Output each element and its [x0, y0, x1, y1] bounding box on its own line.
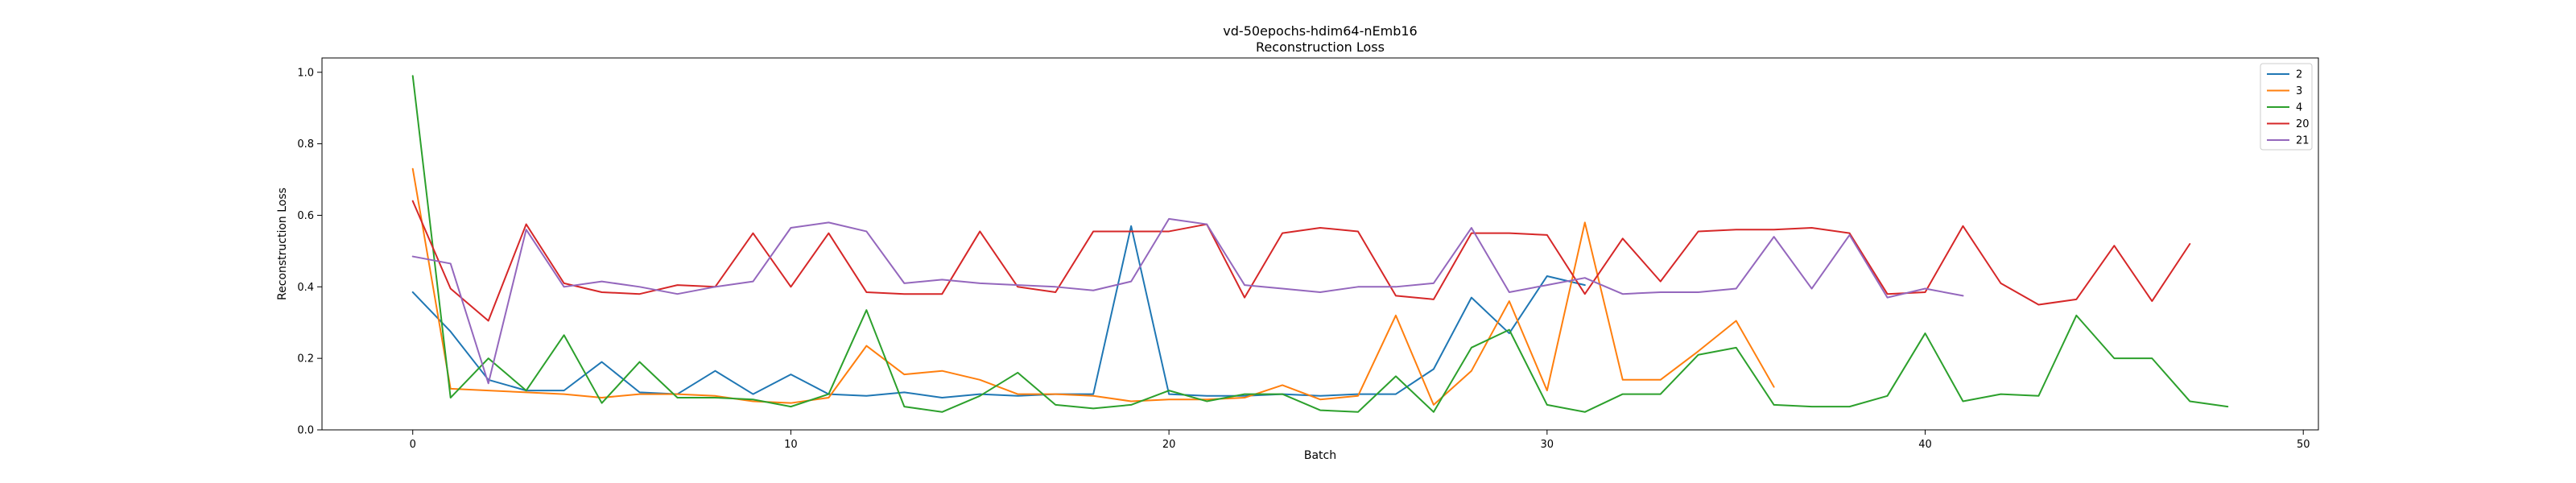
- series-layer: [411, 75, 2229, 413]
- legend-items: 2 3 4 20 21: [2267, 69, 2310, 147]
- plot-frame: [321, 57, 2319, 431]
- y-axis-ticks: 0.0 0.2 0.4 0.6 0.8 1.0: [297, 67, 322, 437]
- x-tick-label: 20: [1162, 439, 1176, 451]
- y-tick-label: 1.0: [297, 67, 314, 79]
- y-tick-label: 0.4: [297, 282, 314, 294]
- series-line-4: [411, 75, 2229, 413]
- y-tick-label: 0.8: [297, 138, 314, 151]
- legend: 2 3 4 20 21: [2260, 63, 2313, 151]
- x-axis-ticks: 0 10 20 30 40 50: [410, 430, 2310, 451]
- legend-label-21: 21: [2296, 135, 2310, 147]
- series-line-3: [411, 167, 1775, 406]
- y-tick-label: 0.2: [297, 353, 314, 365]
- series-line-2: [411, 225, 1586, 399]
- chart-title: vd-50epochs-hdim64-nEmb16: [1223, 23, 1417, 39]
- legend-label-2: 2: [2296, 69, 2302, 81]
- y-axis-label: Reconstruction Loss: [276, 188, 289, 300]
- series-line-21: [411, 217, 1964, 385]
- legend-label-3: 3: [2296, 85, 2302, 97]
- x-tick-label: 0: [410, 439, 416, 451]
- x-tick-label: 40: [1918, 439, 1932, 451]
- legend-label-4: 4: [2296, 102, 2302, 114]
- y-tick-label: 0.0: [297, 425, 314, 437]
- chart-subtitle: Reconstruction Loss: [1256, 39, 1385, 55]
- x-axis-label: Batch: [1304, 449, 1336, 462]
- y-tick-label: 0.6: [297, 210, 314, 222]
- x-tick-label: 30: [1541, 439, 1554, 451]
- legend-label-20: 20: [2296, 118, 2310, 130]
- x-tick-label: 10: [784, 439, 798, 451]
- plot-area: [321, 57, 2319, 431]
- x-tick-label: 50: [2297, 439, 2310, 451]
- series-line-20: [411, 200, 2191, 322]
